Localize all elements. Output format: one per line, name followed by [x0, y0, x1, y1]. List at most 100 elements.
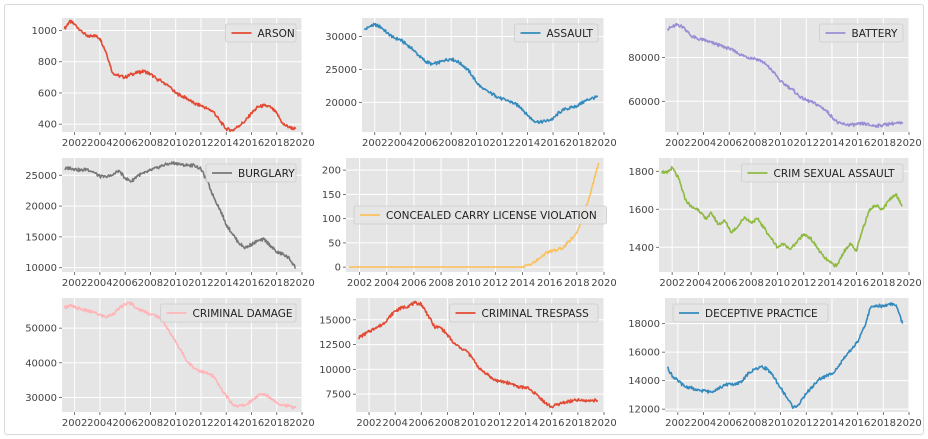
y-tick-label: 20000 — [25, 202, 57, 213]
x-tick-label: 2010 — [768, 418, 793, 429]
y-tick-label: 60000 — [628, 97, 660, 108]
x-tick-label: 2008 — [435, 418, 460, 429]
x-tick-label: 2012 — [188, 418, 213, 429]
series-line — [660, 166, 903, 268]
y-tick-label: 16000 — [628, 348, 660, 359]
series-line — [666, 302, 904, 409]
x-tick-label: 2006 — [112, 278, 137, 289]
x-tick-label: 2008 — [428, 278, 453, 289]
x-tick-label: 2020 — [591, 418, 616, 429]
legend-box — [672, 303, 829, 323]
x-tick-label: 2016 — [239, 278, 264, 289]
x-tick-label: 2002 — [362, 138, 387, 149]
x-tick-label: 2006 — [712, 278, 737, 289]
x-tick-label: 2002 — [62, 138, 87, 149]
x-tick-label: 2004 — [382, 418, 407, 429]
legend: DECEPTIVE PRACTICE — [672, 303, 829, 323]
x-tick-label: 2020 — [591, 138, 616, 149]
x-tick-label: 2008 — [738, 278, 763, 289]
x-tick-label: 2006 — [716, 138, 741, 149]
y-tick-label: 25000 — [325, 65, 357, 76]
legend-box — [160, 303, 297, 323]
y-tick-label: 80000 — [628, 53, 660, 64]
legend-label: CRIM SEXUAL ASSAULT — [774, 168, 896, 180]
x-tick-label: 2008 — [138, 418, 163, 429]
legend-box — [205, 163, 297, 183]
x-tick-label: 2016 — [539, 418, 564, 429]
x-tick-label: 2016 — [845, 138, 870, 149]
legend: CRIMINAL TRESPASS — [449, 303, 599, 323]
chart-criminal-trespass: 2002 2004 2006 2008 2010 2012 2014 2016 2018 2020… — [319, 298, 617, 429]
legend: ASSAULT — [514, 23, 599, 43]
x-tick-label: 2002 — [347, 278, 372, 289]
x-tick-label: 2006 — [112, 138, 137, 149]
x-tick-label: 2020 — [896, 278, 921, 289]
x-tick-label: 2012 — [188, 138, 213, 149]
x-tick-label: 2010 — [768, 138, 793, 149]
legend-label: CRIMINAL TRESPASS — [482, 308, 590, 320]
y-tick-label: 1000 — [32, 26, 57, 37]
x-tick-label: 2006 — [716, 418, 741, 429]
series-line — [63, 301, 297, 410]
x-tick-label: 2012 — [791, 278, 816, 289]
x-tick-label: 2002 — [665, 138, 690, 149]
series-line — [666, 22, 904, 128]
chart-deceptive-practice: 2002 2004 2006 2008 2010 2012 2014 2016 2018 2020… — [628, 298, 922, 429]
legend-label: ASSAULT — [547, 28, 594, 40]
y-tick-label: 1600 — [629, 205, 654, 216]
x-tick-label: 2014 — [819, 418, 844, 429]
x-tick-label: 2018 — [871, 418, 896, 429]
x-tick-label: 2020 — [896, 418, 921, 429]
x-tick-label: 2010 — [163, 138, 188, 149]
y-tick-label: 1400 — [629, 243, 654, 254]
chart-burglary: 2002 2004 2006 2008 2010 2012 2014 2016 2018 2020… — [25, 158, 315, 289]
x-tick-label: 2004 — [691, 418, 716, 429]
series-line — [64, 161, 296, 269]
y-tick-label: 50000 — [25, 324, 57, 335]
legend-label: BATTERY — [852, 28, 898, 40]
x-tick-label: 2012 — [487, 418, 512, 429]
legend: ARSON — [225, 23, 297, 43]
legend-box — [353, 205, 607, 225]
x-tick-label: 2020 — [289, 418, 314, 429]
x-tick-label: 2018 — [264, 418, 289, 429]
legend-box — [819, 23, 904, 43]
x-tick-label: 2016 — [540, 138, 565, 149]
y-tick-label: 10000 — [25, 263, 57, 274]
legend-label: CRIMINAL DAMAGE — [193, 308, 293, 320]
chart-concealed-carry-license-violation: 2002 2004 2006 2008 2010 2012 2014 2016 2018 2020… — [322, 158, 617, 289]
series-line — [357, 300, 599, 409]
y-tick-label: 800 — [38, 57, 57, 68]
y-tick-label: 30000 — [25, 393, 57, 404]
x-tick-label: 2012 — [794, 418, 819, 429]
x-tick-label: 2018 — [871, 138, 896, 149]
x-tick-label: 2004 — [374, 278, 399, 289]
x-tick-label: 2014 — [513, 418, 538, 429]
legend: BURGLARY — [205, 163, 297, 183]
x-tick-label: 2010 — [163, 418, 188, 429]
chart-assault: 2002 2004 2006 2008 2010 2012 2014 2016 2018 2020… — [325, 18, 617, 149]
y-tick-label: 15000 — [319, 315, 351, 326]
legend-box — [449, 303, 599, 323]
x-tick-label: 2012 — [794, 138, 819, 149]
legend: CRIMINAL DAMAGE — [160, 303, 297, 323]
series-line — [363, 22, 599, 125]
x-tick-label: 2014 — [515, 138, 540, 149]
y-tick-label: 12500 — [319, 340, 351, 351]
y-tick-label: 30000 — [325, 32, 357, 43]
x-tick-label: 2018 — [566, 138, 591, 149]
x-tick-label: 2016 — [239, 138, 264, 149]
y-tick-label: 18000 — [628, 319, 660, 330]
x-tick-label: 2014 — [213, 138, 238, 149]
x-tick-label: 2018 — [264, 138, 289, 149]
x-tick-label: 2002 — [356, 418, 381, 429]
y-tick-label: 100 — [322, 214, 341, 225]
x-tick-label: 2006 — [401, 278, 426, 289]
y-tick-label: 0 — [335, 263, 341, 274]
x-tick-label: 2018 — [264, 278, 289, 289]
x-tick-label: 2004 — [87, 138, 112, 149]
x-tick-label: 2016 — [844, 278, 869, 289]
y-tick-label: 14000 — [628, 376, 660, 387]
x-tick-label: 2014 — [213, 278, 238, 289]
x-tick-label: 2004 — [87, 418, 112, 429]
